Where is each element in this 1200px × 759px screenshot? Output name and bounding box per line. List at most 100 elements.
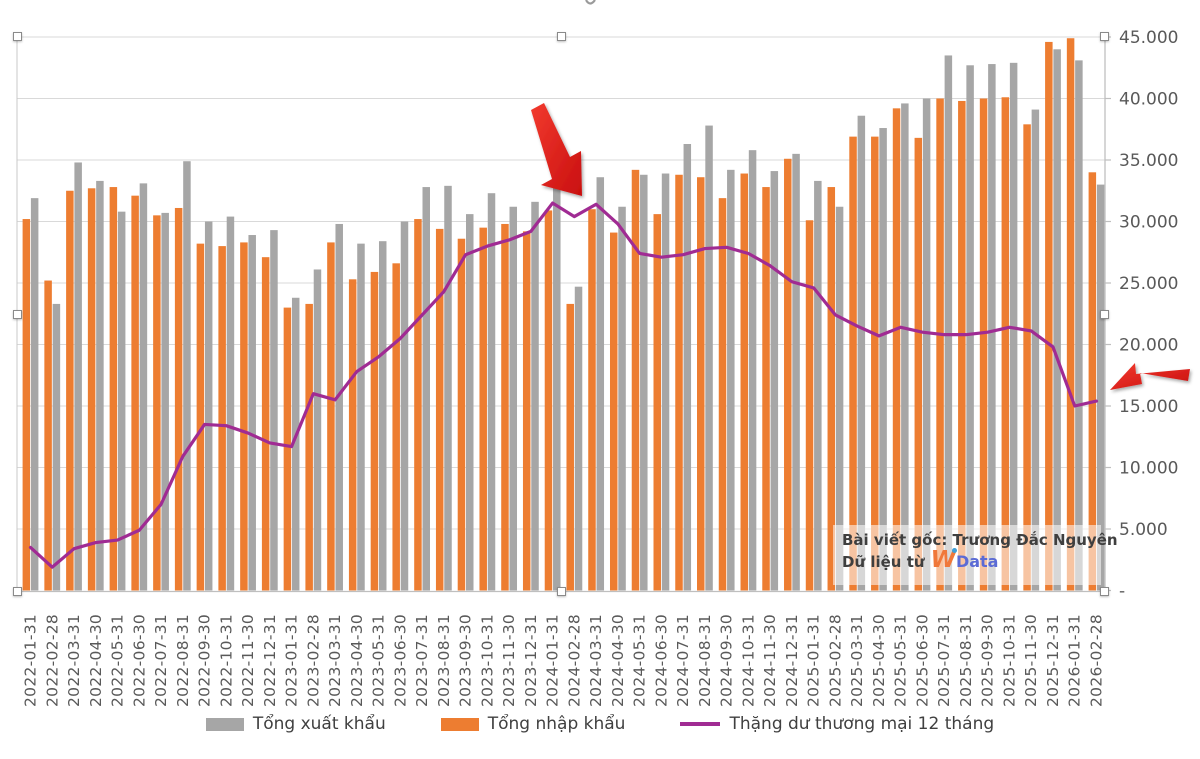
- bar-import[interactable]: [1023, 124, 1031, 591]
- surplus-line-series[interactable]: [28, 201, 1099, 569]
- bar-import[interactable]: [283, 307, 292, 591]
- bar-import[interactable]: [240, 242, 248, 591]
- bar-import[interactable]: [979, 98, 988, 591]
- bar-import[interactable]: [392, 263, 400, 591]
- selection-handle-top-center[interactable]: [557, 32, 566, 41]
- bar-export[interactable]: [52, 303, 61, 591]
- selection-handle-mid-left[interactable]: [13, 310, 22, 319]
- bar-import[interactable]: [87, 188, 96, 591]
- bar-import[interactable]: [414, 219, 422, 591]
- bar-export[interactable]: [357, 243, 365, 591]
- bar-export[interactable]: [291, 297, 300, 591]
- bar-import[interactable]: [1045, 41, 1053, 591]
- bar-import[interactable]: [762, 187, 770, 591]
- bar-import[interactable]: [1088, 172, 1097, 591]
- bar-import[interactable]: [22, 219, 31, 591]
- bar-import[interactable]: [153, 215, 161, 591]
- bar-export[interactable]: [705, 125, 713, 591]
- bar-export[interactable]: [204, 221, 213, 591]
- bar-export[interactable]: [814, 180, 822, 591]
- bar-import[interactable]: [566, 303, 574, 591]
- bar-export[interactable]: [74, 162, 82, 591]
- bar-import[interactable]: [697, 177, 705, 591]
- bar-export[interactable]: [487, 193, 496, 591]
- selection-handle-top-right[interactable]: [1100, 32, 1109, 41]
- bar-import[interactable]: [370, 271, 379, 591]
- bar-import[interactable]: [805, 220, 814, 591]
- bar-export[interactable]: [618, 206, 626, 591]
- bar-export[interactable]: [96, 180, 104, 591]
- bar-export[interactable]: [574, 286, 583, 591]
- bar-import[interactable]: [1001, 97, 1010, 591]
- bar-export[interactable]: [1053, 49, 1061, 591]
- bar-import[interactable]: [327, 242, 335, 591]
- bar-export[interactable]: [509, 206, 518, 591]
- selection-handle-bottom-left[interactable]: [13, 587, 22, 596]
- bar-import[interactable]: [544, 210, 553, 591]
- bar-import[interactable]: [305, 303, 313, 591]
- bar-import[interactable]: [109, 187, 118, 591]
- bar-export[interactable]: [640, 174, 648, 591]
- bar-import[interactable]: [784, 158, 792, 591]
- bar-export[interactable]: [988, 64, 996, 591]
- bar-import[interactable]: [631, 169, 640, 591]
- bar-import[interactable]: [457, 238, 466, 591]
- bar-import[interactable]: [348, 279, 357, 591]
- bar-import[interactable]: [609, 232, 618, 591]
- bar-import[interactable]: [501, 223, 509, 591]
- bar-import[interactable]: [196, 243, 205, 591]
- bar-export[interactable]: [879, 128, 887, 591]
- bar-export[interactable]: [944, 55, 953, 591]
- bar-export[interactable]: [770, 171, 779, 591]
- bar-export[interactable]: [966, 65, 974, 591]
- bar-import[interactable]: [1066, 38, 1075, 591]
- bar-export[interactable]: [792, 153, 800, 591]
- bar-import[interactable]: [675, 174, 683, 591]
- bar-import[interactable]: [131, 195, 139, 591]
- bar-export[interactable]: [30, 198, 39, 591]
- bar-export[interactable]: [1031, 109, 1040, 591]
- bar-export[interactable]: [161, 212, 169, 591]
- bar-export[interactable]: [139, 183, 148, 591]
- bar-export[interactable]: [313, 269, 322, 591]
- bar-import[interactable]: [653, 214, 661, 591]
- bar-import[interactable]: [174, 207, 183, 591]
- bar-export[interactable]: [1096, 184, 1105, 591]
- bar-import[interactable]: [522, 231, 531, 591]
- bar-export[interactable]: [661, 173, 670, 591]
- bar-export[interactable]: [553, 164, 561, 591]
- bar-import[interactable]: [479, 227, 487, 591]
- bar-import[interactable]: [218, 246, 226, 591]
- bar-import[interactable]: [936, 98, 944, 591]
- bar-export[interactable]: [857, 115, 866, 591]
- bar-export[interactable]: [901, 103, 909, 591]
- bar-import[interactable]: [588, 209, 596, 591]
- bar-import[interactable]: [435, 228, 444, 591]
- bar-export[interactable]: [248, 235, 256, 591]
- bar-export[interactable]: [835, 206, 844, 591]
- bar-export[interactable]: [596, 177, 605, 591]
- bar-import[interactable]: [740, 173, 749, 591]
- legend-item-surplus[interactable]: Thặng dư thương mại 12 tháng: [680, 714, 994, 734]
- legend-item-exports[interactable]: Tổng xuất khẩu: [205, 714, 386, 734]
- bar-import[interactable]: [892, 108, 901, 591]
- bar-import[interactable]: [827, 187, 836, 591]
- selection-handle-mid-right[interactable]: [1100, 310, 1109, 319]
- bar-export[interactable]: [117, 211, 126, 591]
- selection-handle-bottom-center[interactable]: [557, 587, 566, 596]
- bar-import[interactable]: [871, 136, 879, 591]
- bar-export[interactable]: [378, 241, 387, 591]
- bar-import[interactable]: [958, 100, 966, 591]
- legend-item-imports[interactable]: Tổng nhập khẩu: [440, 714, 625, 734]
- bar-export[interactable]: [183, 161, 191, 591]
- bar-export[interactable]: [1075, 60, 1083, 591]
- bar-export[interactable]: [727, 169, 735, 591]
- selection-handle-bottom-right[interactable]: [1100, 587, 1109, 596]
- bar-import[interactable]: [66, 190, 74, 591]
- bar-export[interactable]: [466, 214, 474, 591]
- bar-import[interactable]: [849, 136, 857, 591]
- selection-handle-top-left[interactable]: [13, 32, 22, 41]
- bar-export[interactable]: [422, 187, 430, 591]
- bar-export[interactable]: [400, 221, 409, 591]
